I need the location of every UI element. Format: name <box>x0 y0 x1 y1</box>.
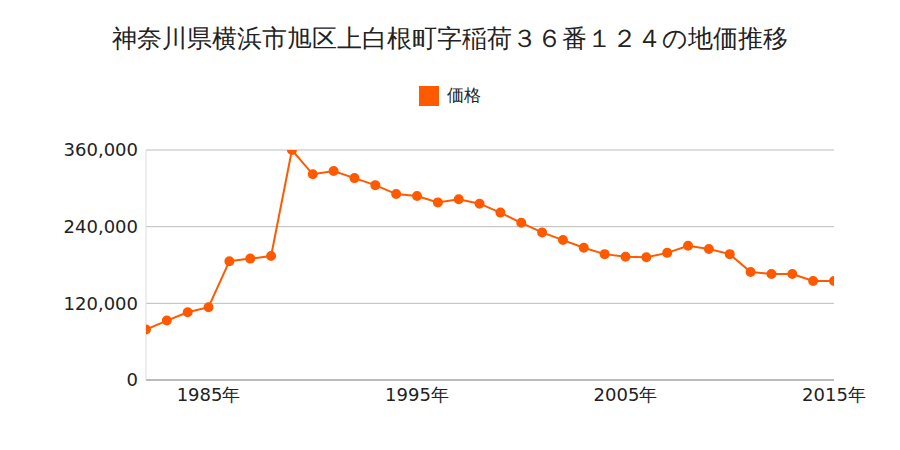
html-text:価格: 価格 <box>447 85 481 105</box>
svg-text:1985年: 1985年 <box>177 384 241 405</box>
svg-text:0: 0 <box>127 369 138 390</box>
svg-text:2005年: 2005年 <box>594 384 658 405</box>
svg-text:120,000: 120,000 <box>64 293 138 314</box>
svg-text:360,000: 360,000 <box>64 139 138 160</box>
html-text:神奈川県横浜市旭区上白根町字稲荷３６番１２４の地価推移: 神奈川県横浜市旭区上白根町字稲荷３６番１２４の地価推移 <box>112 24 788 53</box>
svg-text:2015年: 2015年 <box>802 384 866 405</box>
svg-text:1995年: 1995年 <box>385 384 449 405</box>
svg-text:240,000: 240,000 <box>64 216 138 237</box>
